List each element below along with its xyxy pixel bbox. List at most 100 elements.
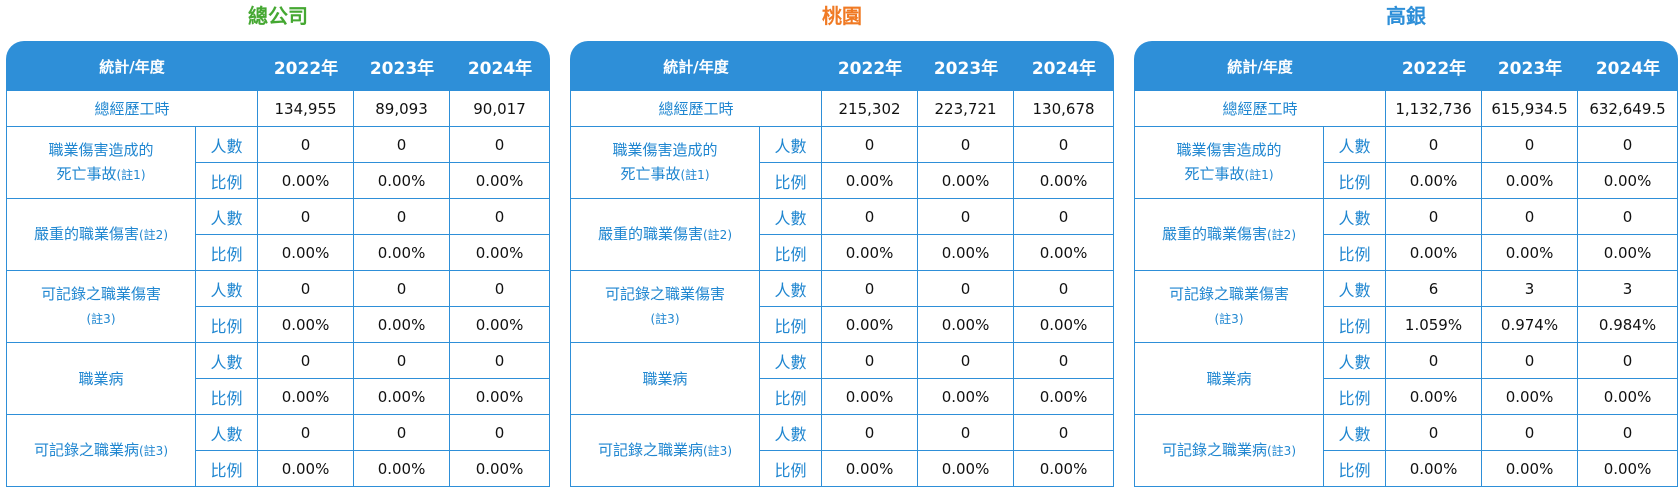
metric-value: 0	[1482, 343, 1579, 379]
metric-value: 0	[1578, 415, 1678, 451]
metric-value: 0	[1578, 199, 1678, 235]
category-note: (註3)	[703, 444, 732, 458]
metric-value: 0.00%	[450, 163, 551, 199]
metric-value: 0.974%	[1482, 307, 1579, 343]
category-label-line: 死亡事故	[620, 165, 681, 183]
header-row: 統計/年度 2022年 2023年 2024年	[1134, 41, 1678, 91]
category-row: 可記錄之職業傷害 (註3) 人數 0 0 0	[6, 271, 551, 343]
category-row: 嚴重的職業傷害(註2) 人數 0 0 0	[570, 199, 1115, 271]
category-row: 可記錄之職業病(註3) 人數 0 0 0	[6, 415, 551, 487]
metric-value: 0	[1014, 127, 1115, 163]
year-header: 2023年	[1482, 41, 1579, 91]
header-row: 統計/年度 2022年 2023年 2024年	[6, 41, 551, 91]
category-row: 比例 0.00% 0.00% 0.00%	[1134, 451, 1678, 487]
metric-value: 0	[918, 343, 1015, 379]
category-label: 職業病	[1134, 343, 1324, 415]
metric-value: 0	[1386, 415, 1483, 451]
total-hours-value: 89,093	[354, 91, 451, 127]
metric-value: 0	[258, 415, 355, 451]
category-label-line: 嚴重的職業傷害	[1161, 225, 1267, 243]
metric-value: 3	[1482, 271, 1579, 307]
category-label-line: 可記錄之職業病	[1161, 441, 1267, 459]
metric-label: 比例	[196, 451, 259, 487]
metric-value: 0	[450, 271, 551, 307]
metric-value: 0.00%	[1014, 163, 1115, 199]
category-row: 比例 0.00% 0.00% 0.00%	[570, 307, 1115, 343]
metric-value: 0	[1014, 343, 1115, 379]
metric-value: 0	[450, 199, 551, 235]
total-hours-label: 總經歷工時	[570, 91, 823, 127]
metric-value: 0.00%	[1014, 379, 1115, 415]
category-label: 嚴重的職業傷害(註2)	[570, 199, 760, 271]
category-row: 比例 0.00% 0.00% 0.00%	[1134, 163, 1678, 199]
stat-year-header: 統計/年度	[570, 41, 823, 91]
metric-value: 0.00%	[918, 379, 1015, 415]
metric-label: 人數	[760, 271, 823, 307]
metric-label: 人數	[1324, 271, 1387, 307]
category-label-line: 嚴重的職業傷害	[597, 225, 703, 243]
metric-value: 0	[1578, 343, 1678, 379]
total-hours-row: 總經歷工時 215,302 223,721 130,678	[570, 91, 1115, 127]
metric-value: 0	[354, 127, 451, 163]
category-label: 嚴重的職業傷害(註2)	[1134, 199, 1324, 271]
metric-value: 0	[822, 415, 919, 451]
metric-value: 0.00%	[1386, 235, 1483, 271]
metric-value: 0.00%	[822, 379, 919, 415]
panel-title: 總公司	[248, 4, 308, 28]
category-label-line: 可記錄之職業傷害	[40, 285, 161, 303]
metric-value: 0	[1578, 127, 1678, 163]
year-header: 2022年	[822, 41, 919, 91]
metric-value: 0	[1014, 271, 1115, 307]
metric-value: 0.00%	[918, 235, 1015, 271]
category-note: (註2)	[139, 228, 168, 242]
metric-label: 人數	[1324, 343, 1387, 379]
metric-value: 0.984%	[1578, 307, 1678, 343]
category-label-line: 職業病	[642, 369, 688, 388]
panel-title: 高銀	[1386, 4, 1426, 28]
category-label-line: 死亡事故	[1184, 165, 1245, 183]
metric-value: 0.00%	[1578, 163, 1678, 199]
metric-value: 0	[354, 199, 451, 235]
category-note: (註2)	[703, 228, 732, 242]
metric-value: 0	[354, 271, 451, 307]
metric-value: 0.00%	[822, 235, 919, 271]
category-row: 比例 0.00% 0.00% 0.00%	[570, 163, 1115, 199]
total-hours-value: 632,649.5	[1578, 91, 1678, 127]
category-label: 職業病	[6, 343, 196, 415]
metric-value: 0.00%	[918, 307, 1015, 343]
total-hours-value: 615,934.5	[1482, 91, 1579, 127]
metric-value: 0.00%	[1578, 379, 1678, 415]
metric-value: 0	[822, 343, 919, 379]
metric-value: 0.00%	[258, 163, 355, 199]
metric-label: 人數	[196, 271, 259, 307]
metric-value: 0	[918, 199, 1015, 235]
total-hours-row: 總經歷工時 134,955 89,093 90,017	[6, 91, 551, 127]
metric-label: 比例	[760, 307, 823, 343]
metric-value: 0.00%	[1578, 451, 1678, 487]
metric-value: 0.00%	[258, 451, 355, 487]
metric-label: 人數	[1324, 415, 1387, 451]
category-label-line: 職業傷害造成的	[612, 141, 718, 159]
metric-value: 0	[1482, 415, 1579, 451]
total-hours-value: 90,017	[450, 91, 551, 127]
stats-table: 統計/年度 2022年 2023年 2024年 總經歷工時 215,302 223,721 1…	[570, 41, 1115, 487]
category-row: 可記錄之職業病(註3) 人數 0 0 0	[570, 415, 1115, 487]
metric-value: 0.00%	[1014, 451, 1115, 487]
metric-value: 0.00%	[258, 235, 355, 271]
category-row: 職業病 人數 0 0 0	[570, 343, 1115, 415]
metric-value: 0	[918, 127, 1015, 163]
metric-value: 0	[354, 343, 451, 379]
metric-label: 比例	[196, 379, 259, 415]
total-hours-value: 130,678	[1014, 91, 1115, 127]
category-label: 職業傷害造成的 死亡事故(註1)	[1134, 127, 1324, 199]
category-label: 可記錄之職業病(註3)	[1134, 415, 1324, 487]
total-hours-value: 223,721	[918, 91, 1015, 127]
category-label: 可記錄之職業傷害 (註3)	[1134, 271, 1324, 343]
metric-value: 0	[918, 271, 1015, 307]
metric-label: 比例	[760, 379, 823, 415]
category-row: 比例 0.00% 0.00% 0.00%	[1134, 379, 1678, 415]
metric-label: 比例	[1324, 451, 1387, 487]
category-row: 職業傷害造成的 死亡事故(註1) 人數 0 0 0	[6, 127, 551, 199]
stats-table: 統計/年度 2022年 2023年 2024年 總經歷工時 134,955 89,093 90…	[6, 41, 551, 487]
category-note: (註1)	[1244, 168, 1274, 182]
